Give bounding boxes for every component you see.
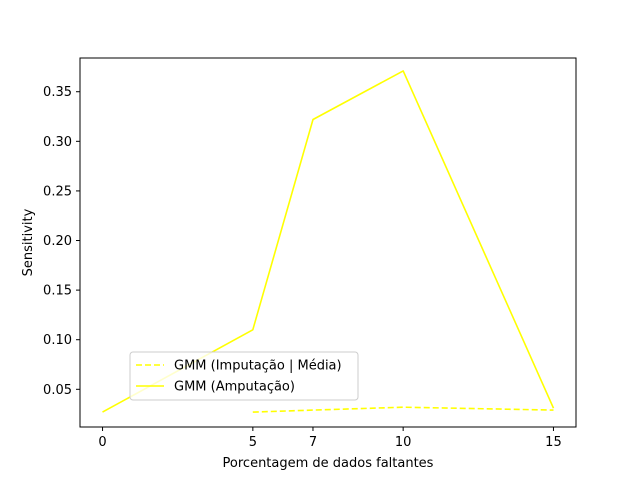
legend: GMM (Imputação | Média) GMM (Amputação) <box>129 351 359 401</box>
y-tick-label-6: 0.35 <box>43 85 72 100</box>
y-tick-label-4: 0.25 <box>43 184 72 199</box>
series-line-0 <box>252 406 554 413</box>
y-axis-label: Sensitivity <box>21 208 36 276</box>
x-axis-label: Porcentagem de dados faltantes <box>223 456 434 471</box>
y-tick-label-0: 0.05 <box>43 383 72 398</box>
x-tick-label-2: 7 <box>309 435 317 450</box>
x-tick-label-3: 10 <box>395 435 412 450</box>
x-axis: 0 5 7 10 15 <box>98 427 562 450</box>
y-tick-label-3: 0.20 <box>43 234 72 249</box>
y-tick-label-2: 0.15 <box>43 284 72 299</box>
y-axis: 0.05 0.10 0.15 0.20 0.25 0.30 0.35 <box>43 85 80 398</box>
plot-frame <box>79 57 577 428</box>
x-tick-label-0: 0 <box>98 435 106 450</box>
x-tick-label-4: 15 <box>545 435 562 450</box>
legend-label-0: GMM (Imputação | Média) <box>174 359 342 374</box>
legend-label-1: GMM (Amputação) <box>174 380 295 395</box>
y-tick-label-1: 0.10 <box>43 333 72 348</box>
y-tick-label-5: 0.30 <box>43 135 72 150</box>
legend-box <box>129 351 359 401</box>
x-tick-label-1: 5 <box>249 435 257 450</box>
